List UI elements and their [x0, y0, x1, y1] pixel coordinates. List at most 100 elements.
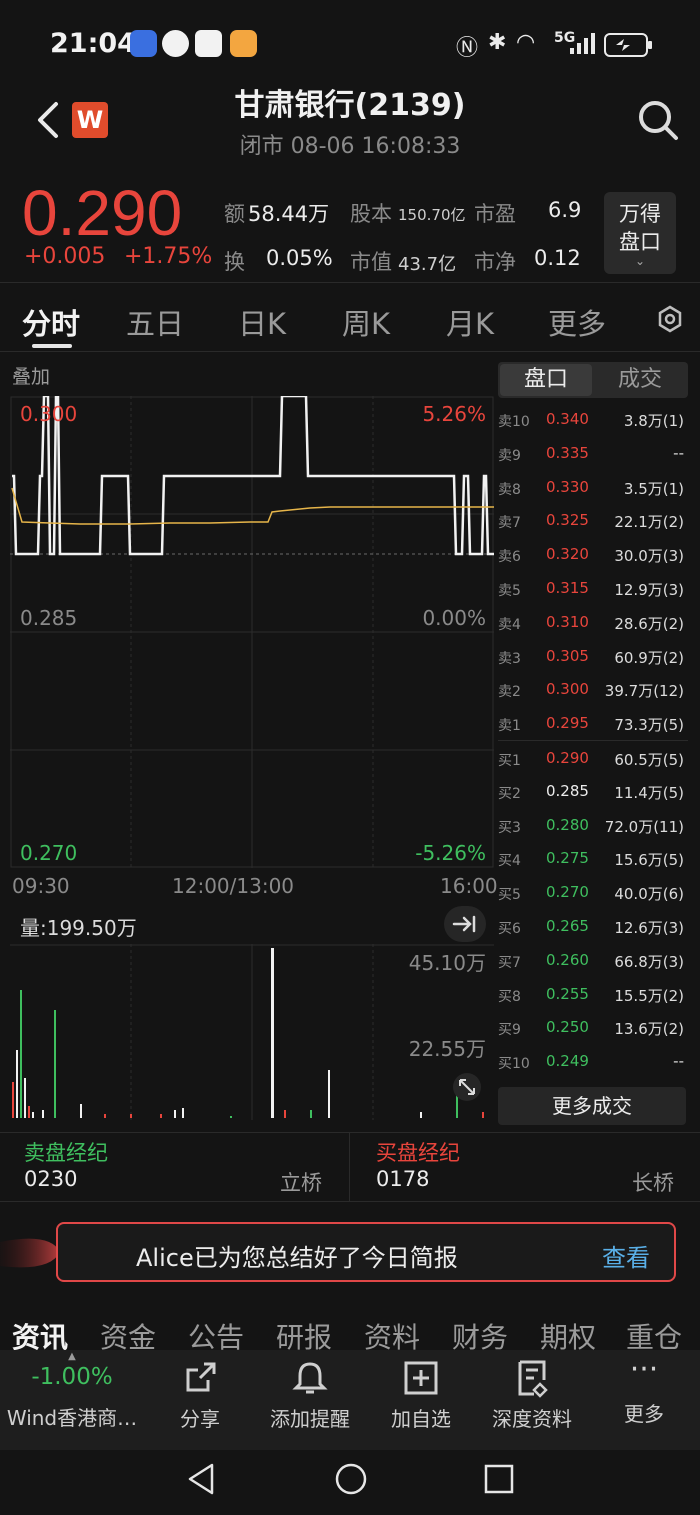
- tab-five-day[interactable]: 五日: [126, 307, 185, 341]
- avg-price-line: [11, 487, 494, 525]
- news-tab-announcements[interactable]: 公告: [188, 1321, 245, 1354]
- level-label: 卖7: [498, 515, 521, 532]
- bid-row[interactable]: 买5 0.270 40.0万(6): [498, 875, 688, 909]
- y-label-bottom: 0.270: [20, 841, 77, 865]
- volume-chart: 45.10万 22.55万: [10, 944, 494, 1120]
- level-price: 0.340: [546, 410, 589, 428]
- more-button[interactable]: ··· 更多: [604, 1350, 684, 1427]
- deep-data-button[interactable]: 深度资料: [482, 1350, 582, 1432]
- banner-frame: [56, 1222, 676, 1282]
- ask-row[interactable]: 卖7 0.325 22.1万(2): [498, 503, 688, 537]
- ask-row[interactable]: 卖2 0.300 39.7万(12): [498, 672, 688, 706]
- back-icon[interactable]: [30, 98, 70, 142]
- pb-label: 市净: [474, 250, 516, 274]
- intraday-chart[interactable]: 0.300 0.285 0.270 5.26% 0.00% -5.26%: [10, 396, 494, 870]
- news-tab-info[interactable]: 资讯: [12, 1321, 69, 1354]
- news-tab-research[interactable]: 研报: [276, 1321, 333, 1354]
- ask-row[interactable]: 卖4 0.310 28.6万(2): [498, 605, 688, 639]
- level-label: 买5: [498, 887, 521, 904]
- level-volume: 72.0万(11): [604, 817, 684, 836]
- level-price: 0.305: [546, 646, 589, 665]
- add-alert-button[interactable]: 添加提醒: [262, 1350, 358, 1432]
- news-tab-profile[interactable]: 资料: [364, 1321, 421, 1354]
- x-label-close: 16:00: [440, 874, 498, 898]
- level-volume: 12.9万(3): [614, 581, 684, 599]
- broker-queue: 卖盘经纪 0230 立桥 买盘经纪 0178 长桥: [0, 1132, 700, 1202]
- turnover-value: 0.05%: [266, 246, 333, 270]
- buy-broker-name: 长桥: [632, 1171, 674, 1195]
- orderbook-tabs: 盘口 成交: [498, 362, 688, 398]
- add-watchlist-button[interactable]: 加自选: [378, 1350, 464, 1432]
- level-price: 0.285: [546, 781, 589, 800]
- bid-row[interactable]: 买1 0.290 60.5万(5): [498, 740, 688, 774]
- app-notification-icon: [130, 30, 157, 57]
- expand-right-icon[interactable]: [444, 906, 486, 942]
- level-price: 0.250: [546, 1018, 589, 1037]
- ask-row[interactable]: 卖9 0.335 --: [498, 436, 688, 470]
- news-tab-holdings[interactable]: 重仓: [626, 1321, 683, 1354]
- tab-orderbook[interactable]: 盘口: [500, 364, 592, 396]
- level-label: 买2: [498, 785, 521, 802]
- share-button[interactable]: 分享: [158, 1350, 242, 1432]
- level-label: 卖9: [498, 447, 521, 464]
- level-label: 卖6: [498, 549, 521, 566]
- nav-recents-icon[interactable]: [484, 1464, 514, 1494]
- bid-row[interactable]: 买7 0.260 66.8万(3): [498, 943, 688, 977]
- fullscreen-icon[interactable]: [452, 1072, 482, 1102]
- level-price: 0.249: [546, 1052, 589, 1071]
- pe-value: 6.9: [548, 198, 582, 222]
- settings-icon[interactable]: [656, 305, 684, 333]
- more-trades-button[interactable]: 更多成交: [498, 1087, 686, 1125]
- tab-daily-k[interactable]: 日K: [238, 307, 287, 341]
- bid-row[interactable]: 买3 0.280 72.0万(11): [498, 808, 688, 842]
- bid-row[interactable]: 买2 0.285 11.4万(5): [498, 774, 688, 808]
- buy-broker-code: 0178: [376, 1167, 430, 1191]
- bid-row[interactable]: 买4 0.275 15.6万(5): [498, 841, 688, 875]
- news-tab-funds[interactable]: 资金: [100, 1321, 157, 1354]
- news-tab-options[interactable]: 期权: [540, 1321, 597, 1354]
- level-price: 0.260: [546, 950, 589, 969]
- bid-row[interactable]: 买8 0.255 15.5万(2): [498, 977, 688, 1011]
- nav-back-icon[interactable]: [186, 1462, 216, 1496]
- page-title: 甘肃银行(2139): [234, 88, 466, 123]
- wande-line2: 盘口: [619, 230, 661, 254]
- index-ticker[interactable]: ▲ -1.00% Wind香港商…: [0, 1350, 144, 1431]
- turnover-label: 换: [224, 250, 245, 274]
- pe-label: 市盈: [474, 202, 516, 226]
- bell-icon: [292, 1362, 328, 1394]
- battery-icon: [604, 33, 652, 57]
- document-icon: [518, 1360, 548, 1398]
- sell-broker-name: 立桥: [280, 1171, 322, 1195]
- buy-broker-title: 买盘经纪: [376, 1141, 460, 1165]
- news-tab-financials[interactable]: 财务: [452, 1321, 509, 1354]
- wande-orderbook-button[interactable]: 万得 盘口 ⌄: [604, 192, 676, 274]
- ask-row[interactable]: 卖5 0.315 12.9万(3): [498, 571, 688, 605]
- ask-row[interactable]: 卖10 0.340 3.8万(1): [498, 402, 688, 436]
- level-volume: 12.6万(3): [614, 919, 684, 937]
- caret-up-icon: ▲: [68, 1351, 76, 1362]
- ask-row[interactable]: 卖6 0.320 30.0万(3): [498, 537, 688, 571]
- ai-summary-banner[interactable]: Alice已为您总结好了今日简报 查看: [0, 1222, 678, 1284]
- nav-home-icon[interactable]: [334, 1462, 368, 1496]
- tab-weekly-k[interactable]: 周K: [342, 307, 391, 341]
- y-label-top: 0.300: [20, 402, 77, 426]
- search-icon[interactable]: [636, 98, 680, 142]
- hand-app-icon: [195, 30, 222, 57]
- tab-intraday[interactable]: 分时: [22, 307, 81, 341]
- level-volume: 40.0万(6): [614, 885, 684, 904]
- tab-monthly-k[interactable]: 月K: [446, 307, 495, 341]
- ask-row[interactable]: 卖1 0.295 73.3万(5): [498, 706, 688, 740]
- signal-icon: [570, 33, 595, 54]
- banner-view-link[interactable]: 查看: [602, 1244, 650, 1272]
- ask-row[interactable]: 卖8 0.330 3.5万(1): [498, 470, 688, 504]
- ask-row[interactable]: 卖3 0.305 60.9万(2): [498, 639, 688, 673]
- level-volume: 15.6万(5): [614, 851, 684, 870]
- overlay-button[interactable]: 叠加: [12, 366, 51, 388]
- bid-row[interactable]: 买10 0.249 --: [498, 1044, 688, 1078]
- tab-more[interactable]: 更多: [548, 307, 607, 341]
- bid-row[interactable]: 买9 0.250 13.6万(2): [498, 1010, 688, 1044]
- bid-row[interactable]: 买6 0.265 12.6万(3): [498, 909, 688, 943]
- tab-trades[interactable]: 成交: [617, 367, 662, 392]
- level-price: 0.290: [546, 749, 589, 767]
- level-label: 卖2: [498, 684, 521, 701]
